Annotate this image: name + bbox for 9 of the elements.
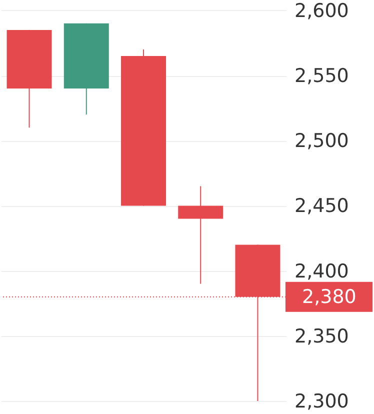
y-tick-label: 2,400 (294, 260, 349, 282)
y-tick-label: 2,500 (294, 130, 349, 152)
y-tick-label: 2,600 (294, 0, 349, 22)
candlestick (178, 186, 224, 284)
ref-line-label: 2,380 (302, 286, 356, 308)
y-tick-label: 2,350 (294, 325, 349, 348)
y-tick-label: 2,300 (294, 390, 349, 412)
y-tick-label: 2,550 (294, 65, 349, 88)
y-tick-label: 2,450 (294, 195, 349, 218)
